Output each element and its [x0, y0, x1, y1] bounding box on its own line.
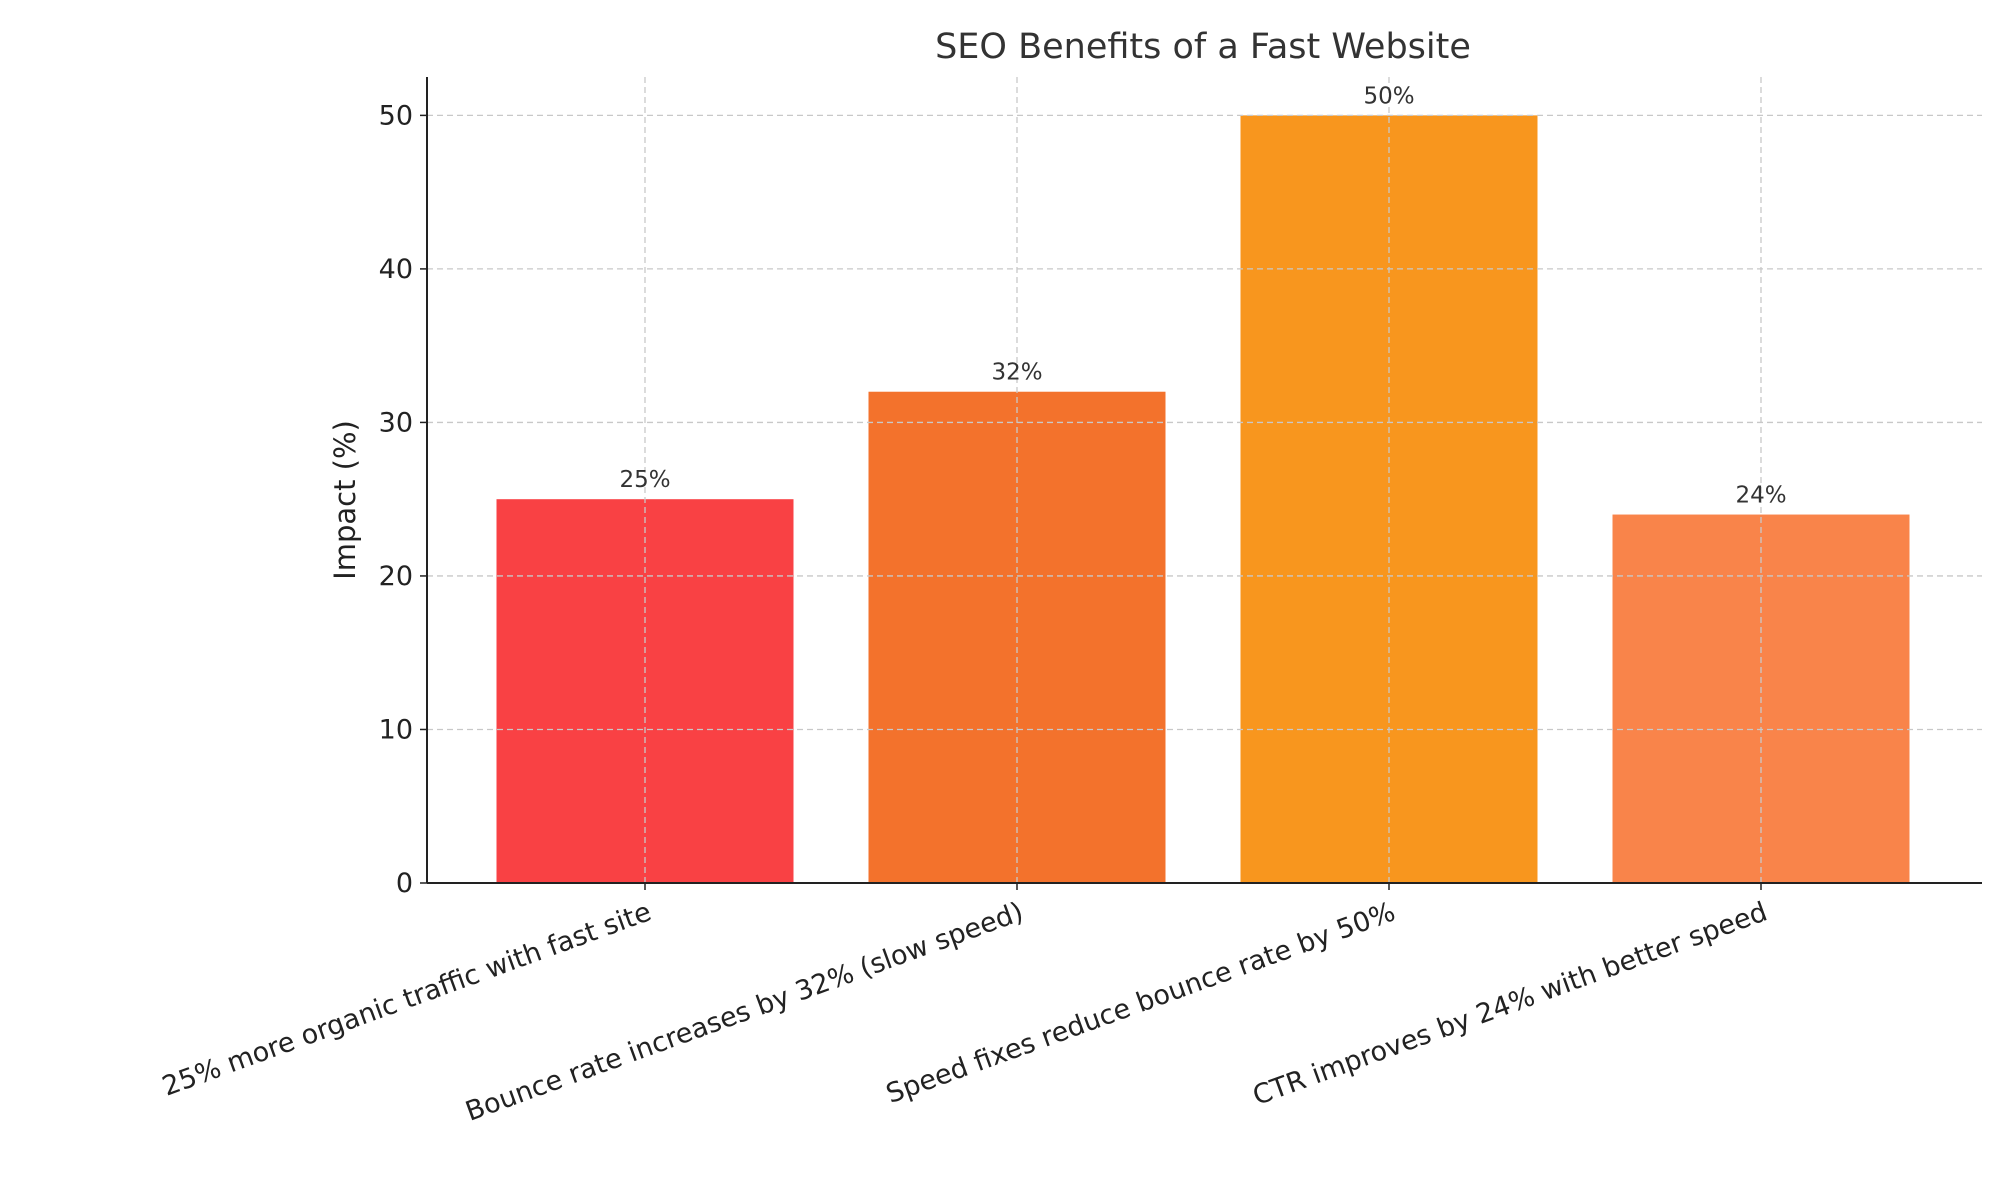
data-label: 25% — [619, 467, 670, 493]
y-tick-label: 30 — [379, 407, 413, 438]
y-tick-label: 50 — [379, 100, 413, 131]
y-tick-label: 20 — [379, 561, 413, 592]
chart-title: SEO Benefits of a Fast Website — [935, 27, 1471, 67]
data-label: 50% — [1363, 83, 1414, 109]
data-label: 24% — [1735, 483, 1786, 509]
data-label: 32% — [991, 360, 1042, 386]
x-tick-label: Bounce rate increases by 32% (slow speed… — [462, 896, 1028, 1127]
y-tick-label: 10 — [379, 714, 413, 745]
y-axis-label: Impact (%) — [328, 420, 362, 580]
y-tick-label: 0 — [396, 868, 413, 899]
y-tick-label: 40 — [379, 254, 413, 285]
